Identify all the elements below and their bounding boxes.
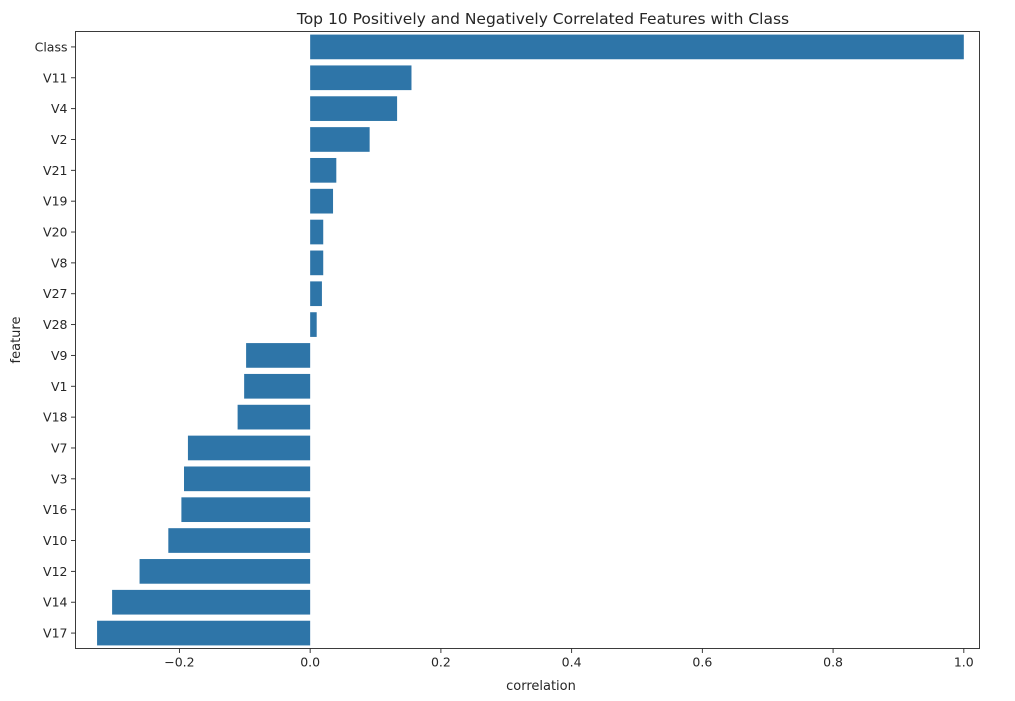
bars-group — [97, 34, 964, 646]
y-tick-label-v20: V20 — [43, 225, 68, 240]
x-tick-label: 1.0 — [954, 655, 974, 670]
y-tick-label-v9: V9 — [51, 348, 68, 363]
x-tick-label: 0.4 — [562, 655, 582, 670]
bar-v18 — [237, 404, 311, 430]
x-tick-label: −0.2 — [164, 655, 194, 670]
x-tick-label: 0.2 — [431, 655, 451, 670]
y-tick-label-v8: V8 — [51, 255, 68, 270]
bar-v11 — [310, 65, 412, 91]
bar-v27 — [310, 281, 322, 307]
y-tick-label-v27: V27 — [43, 286, 67, 301]
x-tick-label: 0.8 — [823, 655, 843, 670]
bar-v12 — [139, 559, 311, 584]
y-tick-label-v7: V7 — [51, 440, 68, 455]
y-axis-label: feature — [9, 317, 24, 364]
y-tick-label-v18: V18 — [43, 410, 68, 425]
y-tick-label-v14: V14 — [43, 595, 68, 610]
bar-v9 — [246, 343, 311, 368]
bar-v4 — [310, 96, 398, 121]
x-tick-label: 0.6 — [692, 655, 712, 670]
bar-v17 — [97, 620, 311, 646]
bar-v21 — [310, 157, 337, 183]
bar-v3 — [184, 466, 311, 492]
bar-v14 — [112, 589, 311, 615]
y-tick-label-v16: V16 — [43, 502, 68, 517]
x-axis-label: correlation — [506, 679, 576, 694]
bar-v16 — [181, 497, 311, 523]
y-tick-label-v19: V19 — [43, 194, 68, 209]
y-tick-label-v11: V11 — [43, 70, 67, 85]
bar-class — [310, 34, 964, 60]
y-axis: Class V11 V4 V2 V21 V19 V20 V8 V27 V28 V9 V1 V18 V7 V3… — [35, 39, 76, 641]
y-tick-label-v21: V21 — [43, 163, 67, 178]
bar-v19 — [310, 188, 334, 214]
y-tick-label-v28: V28 — [43, 317, 68, 332]
y-tick-label-v17: V17 — [43, 626, 67, 641]
y-tick-label-class: Class — [35, 39, 68, 54]
bar-v20 — [310, 219, 324, 245]
bar-v28 — [310, 312, 317, 337]
y-tick-label-v12: V12 — [43, 564, 67, 579]
plot-frame — [75, 31, 980, 649]
y-tick-label-v4: V4 — [51, 101, 68, 116]
bar-v1 — [244, 373, 311, 399]
chart-title: Top 10 Positively and Negatively Correla… — [296, 10, 789, 28]
bar-v2 — [310, 127, 370, 152]
bar-v10 — [168, 528, 311, 553]
bar-v8 — [310, 250, 324, 276]
x-axis: −0.2 0.0 0.2 0.4 0.6 0.8 1.0 — [164, 648, 974, 670]
y-tick-label-v2: V2 — [51, 132, 68, 147]
y-tick-label-v3: V3 — [51, 471, 68, 486]
bar-v7 — [187, 435, 311, 461]
x-tick-label: 0.0 — [300, 655, 320, 670]
y-tick-label-v10: V10 — [43, 533, 68, 548]
y-tick-label-v1: V1 — [51, 379, 68, 394]
